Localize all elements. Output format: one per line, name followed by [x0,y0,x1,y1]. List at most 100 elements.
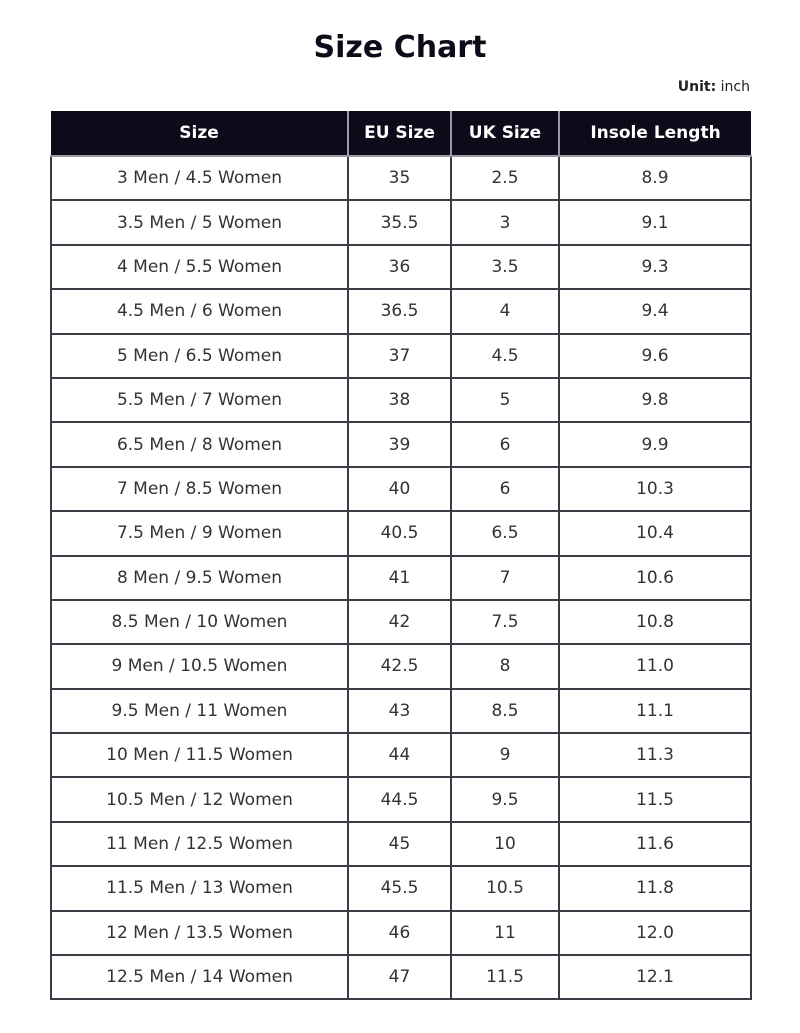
cell-insole-length: 11.3 [558,732,752,779]
cell-uk-size: 6 [450,465,560,513]
table-row: 8.5 Men / 10 Women 42 7.5 10.8 [50,598,752,646]
table-row: 9 Men / 10.5 Women 42.5 8 11.0 [50,643,752,690]
cell-size: 5.5 Men / 7 Women [50,376,349,424]
size-chart-table: Size EU Size UK Size Insole Length 3 Men… [50,111,752,1001]
unit-label: Unit: inch [678,79,750,95]
unit-key: Unit: [677,79,717,95]
cell-uk-size: 3 [450,199,560,246]
cell-uk-size: 11 [450,909,560,957]
cell-size: 5 Men / 6.5 Women [50,332,349,379]
header-uk-size: UK Size [450,111,560,157]
cell-insole-length: 8.9 [558,154,752,202]
unit-value: inch [720,79,750,95]
cell-eu-size: 38 [347,376,452,424]
table-row: 5.5 Men / 7 Women 38 5 9.8 [50,376,752,424]
table-row: 7 Men / 8.5 Women 40 6 10.3 [50,465,752,513]
cell-eu-size: 43 [347,687,452,735]
cell-size: 12.5 Men / 14 Women [50,954,349,1001]
cell-size: 4.5 Men / 6 Women [50,288,349,335]
table-row: 3 Men / 4.5 Women 35 2.5 8.9 [50,154,752,202]
cell-insole-length: 9.4 [558,288,752,335]
header-insole-length: Insole Length [558,111,751,157]
cell-eu-size: 44.5 [347,776,452,823]
cell-insole-length: 9.3 [558,243,752,291]
cell-insole-length: 9.6 [558,332,752,379]
cell-eu-size: 44 [347,732,452,779]
cell-uk-size: 6.5 [450,510,560,557]
cell-size: 9 Men / 10.5 Women [50,643,349,690]
cell-uk-size: 7.5 [450,598,560,646]
cell-eu-size: 35.5 [347,199,452,246]
cell-insole-length: 10.6 [558,554,752,601]
cell-eu-size: 42.5 [347,643,452,690]
cell-uk-size: 5 [450,376,560,424]
cell-uk-size: 11.5 [450,954,560,1001]
cell-size: 8 Men / 9.5 Women [50,554,349,601]
cell-insole-length: 11.1 [558,687,752,735]
cell-uk-size: 3.5 [450,243,560,291]
cell-uk-size: 4 [450,288,560,335]
cell-eu-size: 37 [347,332,452,379]
cell-uk-size: 6 [450,421,560,468]
table-row: 11.5 Men / 13 Women 45.5 10.5 11.8 [50,865,752,912]
cell-size: 4 Men / 5.5 Women [50,243,349,291]
table-row: 7.5 Men / 9 Women 40.5 6.5 10.4 [50,510,752,557]
table-row: 5 Men / 6.5 Women 37 4.5 9.6 [50,332,752,379]
cell-insole-length: 11.8 [558,865,752,912]
cell-uk-size: 8 [450,643,560,690]
cell-size: 6.5 Men / 8 Women [50,421,349,468]
cell-size: 8.5 Men / 10 Women [50,598,349,646]
table-row: 10.5 Men / 12 Women 44.5 9.5 11.5 [50,776,752,823]
cell-insole-length: 11.6 [558,820,752,868]
cell-uk-size: 9.5 [450,776,560,823]
header-row: Size EU Size UK Size Insole Length [51,111,751,157]
cell-eu-size: 40 [347,465,452,513]
cell-size: 7 Men / 8.5 Women [50,465,349,513]
cell-insole-length: 12.1 [558,954,752,1001]
cell-eu-size: 36 [347,243,452,291]
cell-size: 7.5 Men / 9 Women [50,510,349,557]
table-row: 12 Men / 13.5 Women 46 11 12.0 [50,909,752,957]
cell-eu-size: 35 [347,154,452,202]
table-row: 3.5 Men / 5 Women 35.5 3 9.1 [50,199,752,246]
cell-uk-size: 8.5 [450,687,560,735]
cell-insole-length: 9.9 [558,421,752,468]
cell-insole-length: 11.5 [558,776,752,823]
table-row: 4.5 Men / 6 Women 36.5 4 9.4 [50,288,752,335]
cell-size: 3.5 Men / 5 Women [50,199,349,246]
table-row: 11 Men / 12.5 Women 45 10 11.6 [50,820,752,868]
cell-size: 10.5 Men / 12 Women [50,776,349,823]
cell-uk-size: 10 [450,820,560,868]
header-size: Size [51,111,349,157]
cell-uk-size: 2.5 [450,154,560,202]
cell-uk-size: 7 [450,554,560,601]
table-row: 8 Men / 9.5 Women 41 7 10.6 [50,554,752,601]
cell-size: 11.5 Men / 13 Women [50,865,349,912]
cell-insole-length: 10.4 [558,510,752,557]
cell-insole-length: 9.8 [558,376,752,424]
cell-uk-size: 10.5 [450,865,560,912]
cell-insole-length: 11.0 [558,643,752,690]
cell-eu-size: 42 [347,598,452,646]
cell-size: 11 Men / 12.5 Women [50,820,349,868]
cell-insole-length: 9.1 [558,199,752,246]
cell-size: 9.5 Men / 11 Women [50,687,349,735]
cell-size: 10 Men / 11.5 Women [50,732,349,779]
cell-size: 3 Men / 4.5 Women [50,154,349,202]
cell-uk-size: 4.5 [450,332,560,379]
cell-insole-length: 10.3 [558,465,752,513]
cell-eu-size: 39 [347,421,452,468]
cell-eu-size: 46 [347,909,452,957]
cell-size: 12 Men / 13.5 Women [50,909,349,957]
cell-insole-length: 12.0 [558,909,752,957]
cell-insole-length: 10.8 [558,598,752,646]
page-title: Size Chart [313,30,487,65]
cell-eu-size: 47 [347,954,452,1001]
cell-eu-size: 40.5 [347,510,452,557]
table-row: 9.5 Men / 11 Women 43 8.5 11.1 [50,687,752,735]
table-row: 4 Men / 5.5 Women 36 3.5 9.3 [50,243,752,291]
table-row: 12.5 Men / 14 Women 47 11.5 12.1 [50,954,752,1001]
cell-eu-size: 41 [347,554,452,601]
table-row: 6.5 Men / 8 Women 39 6 9.9 [50,421,752,468]
table-row: 10 Men / 11.5 Women 44 9 11.3 [50,732,752,779]
